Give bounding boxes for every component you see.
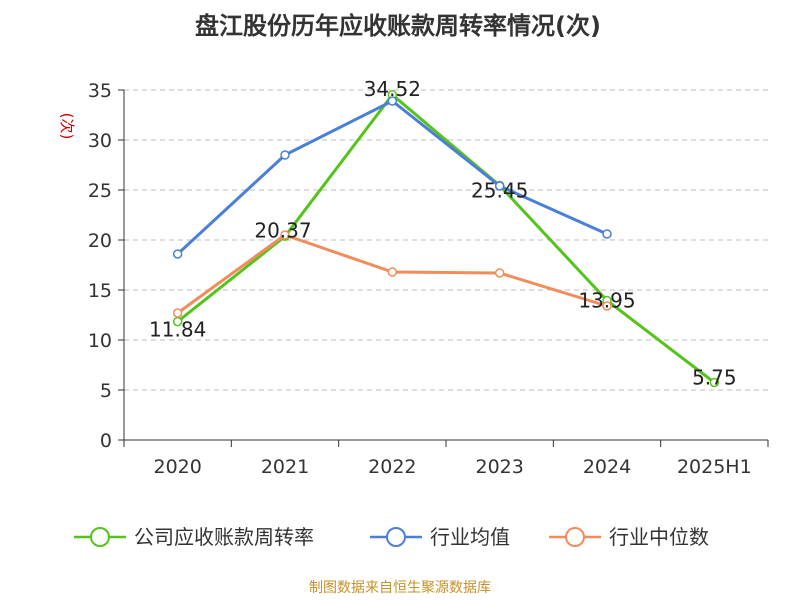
x-tick-label: 2025H1: [677, 456, 752, 478]
axes: 0 5 10 15 20 25 30 35 2020 2021 2022 2023 2024 2025H1: [88, 80, 769, 478]
series-1-point: [494, 181, 505, 191]
legend-item-0[interactable]: 公司应收账款周转率: [74, 525, 314, 549]
legend: 公司应收账款周转率 行业均值 行业中位数: [74, 525, 709, 549]
x-tick-label: 2023: [475, 456, 523, 478]
chart-title: 盘江股份历年应收账款周转率情况(次): [195, 12, 601, 40]
series-2-point: [494, 268, 505, 278]
data-label: 11.84: [149, 318, 206, 342]
series-2-point: [602, 301, 612, 311]
legend-label: 公司应收账款周转率: [134, 525, 314, 549]
x-tick-label: 2022: [368, 456, 416, 478]
y-tick-label: 10: [88, 330, 112, 352]
x-tick-label: 2020: [153, 456, 201, 478]
grid-lines: [124, 89, 768, 391]
series-2-point: [387, 267, 398, 277]
legend-marker: [386, 527, 406, 547]
legend-label: 行业均值: [430, 525, 510, 549]
series-1-point: [387, 96, 398, 106]
y-tick-label: 30: [88, 130, 112, 152]
y-tick-label: 0: [100, 430, 112, 452]
series-line-0: [176, 93, 716, 384]
legend-item-1[interactable]: 行业均值: [370, 525, 510, 549]
y-tick-label: 5: [100, 380, 112, 402]
x-tick-label: 2024: [583, 456, 631, 478]
data-label: 25.45: [471, 179, 528, 203]
y-tick-label: 35: [88, 80, 112, 102]
legend-item-2[interactable]: 行业中位数: [549, 525, 709, 549]
data-label: 34.52: [364, 77, 421, 101]
series-1-point: [172, 249, 183, 259]
data-label: 5.75: [692, 366, 737, 390]
y-tick-label: 25: [88, 180, 112, 202]
y-tick-label: 15: [88, 280, 112, 302]
legend-marker: [90, 527, 110, 547]
data-label: 13.95: [578, 289, 635, 313]
source-note: 制图数据来自恒生聚源数据库: [309, 580, 491, 596]
series-0-point: [709, 377, 720, 388]
series-lines: [172, 90, 720, 388]
series-1-point: [602, 229, 612, 239]
legend-label: 行业中位数: [609, 525, 709, 549]
series-1-point: [280, 150, 290, 160]
series-2-point: [280, 230, 290, 240]
series-2-point: [172, 308, 183, 318]
y-axis-label: (次): [58, 113, 76, 140]
data-label: 20.37: [254, 218, 311, 242]
x-tick-label: 2021: [261, 456, 309, 478]
data-labels: 11.84 20.37 34.52 25.45 13.95 5.75: [149, 77, 737, 390]
legend-marker: [565, 527, 585, 547]
y-tick-label: 20: [88, 230, 112, 252]
